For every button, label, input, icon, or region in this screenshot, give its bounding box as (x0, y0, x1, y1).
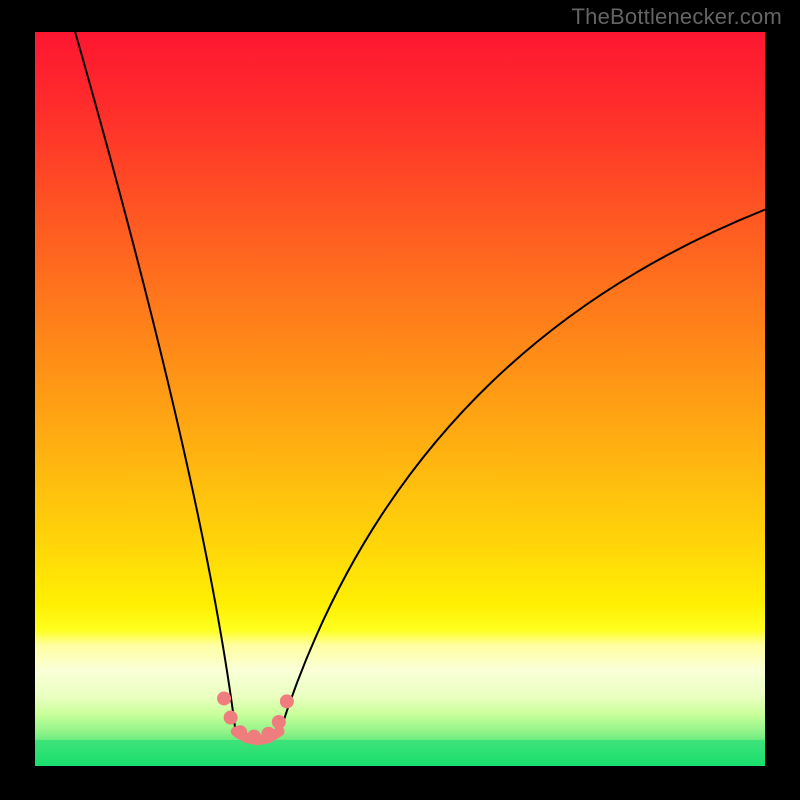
curve-layer (35, 32, 765, 766)
valley-marker (217, 691, 231, 705)
chart-root: TheBottlenecker.com (0, 0, 800, 800)
valley-marker (247, 730, 261, 744)
valley-marker (262, 727, 276, 741)
valley-marker (280, 694, 294, 708)
bottleneck-curve (75, 32, 236, 733)
bottleneck-curve (280, 210, 765, 733)
valley-marker (224, 711, 238, 725)
plot-area (35, 32, 765, 766)
watermark-text: TheBottlenecker.com (572, 4, 782, 30)
valley-marker (272, 715, 286, 729)
valley-marker (233, 725, 247, 739)
